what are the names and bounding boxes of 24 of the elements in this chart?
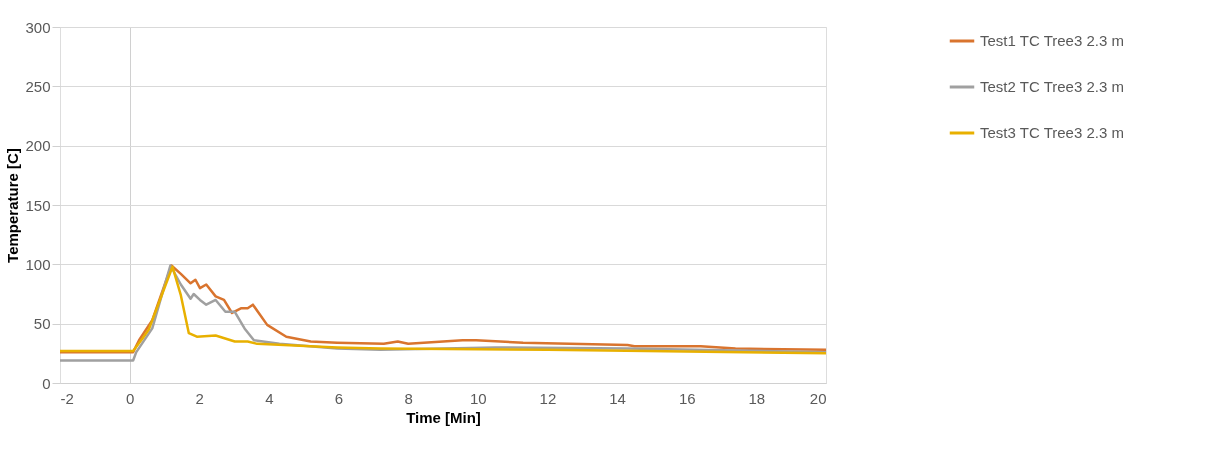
- x-tick-label: 2: [195, 389, 204, 407]
- legend-label: Test1 TC Tree3 2.3 m: [980, 32, 1124, 49]
- x-tick-label: 16: [678, 389, 696, 407]
- x-tick-label: 4: [265, 389, 274, 407]
- y-axis-title: Temperature [C]: [4, 148, 22, 263]
- y-tick-label: 200: [25, 137, 51, 155]
- y-tick-label: 300: [25, 18, 51, 36]
- x-tick-label: -2: [60, 389, 74, 407]
- x-axis-title: Time [Min]: [406, 408, 481, 426]
- y-tick-label: 100: [25, 255, 51, 273]
- x-tick-label: 14: [609, 389, 626, 407]
- x-tick-label: 18: [748, 389, 766, 407]
- y-tick-label: 0: [42, 374, 51, 392]
- x-tick-label: 10: [469, 389, 487, 407]
- x-tick-label: 6: [334, 389, 344, 407]
- y-tick-label: 150: [25, 196, 51, 214]
- legend-label: Test3 TC Tree3 2.3 m: [980, 124, 1124, 141]
- x-tick-label: 12: [539, 389, 557, 407]
- x-tick-label: 8: [404, 389, 413, 407]
- legend-label: Test2 TC Tree3 2.3 m: [980, 78, 1124, 95]
- y-tick-label: 50: [33, 315, 51, 333]
- x-tick-label: 20: [809, 389, 827, 407]
- y-tick-label: 250: [25, 77, 51, 95]
- x-tick-label: 0: [125, 389, 135, 407]
